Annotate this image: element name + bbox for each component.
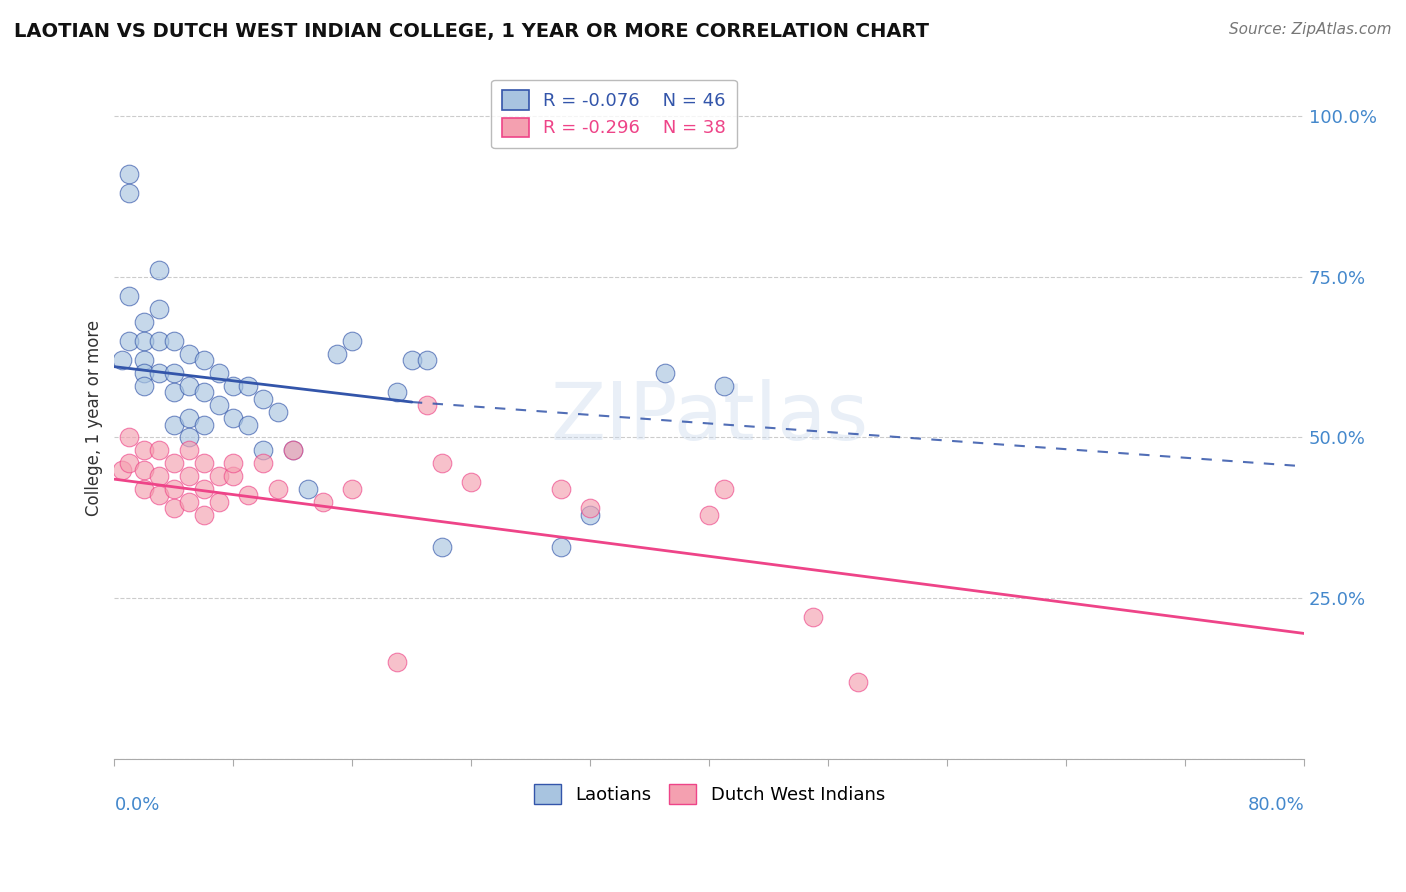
- Point: [177, 494, 200, 508]
- Point: [118, 334, 141, 348]
- Point: [148, 469, 170, 483]
- Point: [193, 417, 215, 432]
- Point: [385, 656, 408, 670]
- Text: 0.0%: 0.0%: [114, 797, 160, 814]
- Point: [297, 482, 319, 496]
- Point: [163, 456, 186, 470]
- Point: [222, 411, 245, 425]
- Point: [134, 379, 156, 393]
- Point: [111, 462, 134, 476]
- Point: [148, 334, 170, 348]
- Point: [163, 385, 186, 400]
- Point: [177, 379, 200, 393]
- Point: [134, 482, 156, 496]
- Point: [252, 456, 274, 470]
- Text: ZIPatlas: ZIPatlas: [550, 379, 869, 457]
- Point: [177, 443, 200, 458]
- Point: [222, 456, 245, 470]
- Point: [267, 405, 290, 419]
- Point: [252, 443, 274, 458]
- Point: [193, 353, 215, 368]
- Point: [401, 353, 423, 368]
- Point: [148, 366, 170, 380]
- Point: [118, 430, 141, 444]
- Point: [550, 482, 572, 496]
- Point: [326, 347, 349, 361]
- Point: [118, 456, 141, 470]
- Point: [177, 469, 200, 483]
- Point: [134, 462, 156, 476]
- Point: [385, 385, 408, 400]
- Point: [654, 366, 676, 380]
- Point: [118, 186, 141, 201]
- Point: [163, 417, 186, 432]
- Point: [177, 411, 200, 425]
- Text: 80.0%: 80.0%: [1247, 797, 1305, 814]
- Point: [342, 482, 364, 496]
- Point: [311, 494, 333, 508]
- Point: [342, 334, 364, 348]
- Point: [550, 540, 572, 554]
- Point: [713, 482, 735, 496]
- Point: [238, 417, 260, 432]
- Point: [163, 501, 186, 516]
- Point: [207, 494, 229, 508]
- Point: [460, 475, 482, 490]
- Point: [134, 315, 156, 329]
- Point: [713, 379, 735, 393]
- Point: [801, 610, 824, 624]
- Point: [238, 488, 260, 502]
- Point: [207, 398, 229, 412]
- Point: [281, 443, 304, 458]
- Point: [177, 430, 200, 444]
- Point: [430, 456, 453, 470]
- Point: [846, 674, 869, 689]
- Point: [222, 379, 245, 393]
- Point: [134, 353, 156, 368]
- Point: [193, 508, 215, 522]
- Point: [134, 334, 156, 348]
- Point: [222, 469, 245, 483]
- Point: [697, 508, 720, 522]
- Point: [148, 263, 170, 277]
- Point: [207, 366, 229, 380]
- Point: [252, 392, 274, 406]
- Y-axis label: College, 1 year or more: College, 1 year or more: [86, 320, 103, 516]
- Point: [415, 398, 437, 412]
- Point: [193, 385, 215, 400]
- Point: [193, 482, 215, 496]
- Point: [267, 482, 290, 496]
- Point: [148, 301, 170, 316]
- Point: [118, 167, 141, 181]
- Point: [415, 353, 437, 368]
- Point: [579, 508, 602, 522]
- Point: [163, 482, 186, 496]
- Point: [177, 347, 200, 361]
- Point: [579, 501, 602, 516]
- Point: [118, 289, 141, 303]
- Point: [430, 540, 453, 554]
- Point: [163, 334, 186, 348]
- Point: [193, 456, 215, 470]
- Legend: Laotians, Dutch West Indians: Laotians, Dutch West Indians: [526, 777, 893, 811]
- Point: [134, 366, 156, 380]
- Point: [148, 488, 170, 502]
- Point: [207, 469, 229, 483]
- Point: [163, 366, 186, 380]
- Text: LAOTIAN VS DUTCH WEST INDIAN COLLEGE, 1 YEAR OR MORE CORRELATION CHART: LAOTIAN VS DUTCH WEST INDIAN COLLEGE, 1 …: [14, 22, 929, 41]
- Point: [238, 379, 260, 393]
- Point: [148, 443, 170, 458]
- Text: Source: ZipAtlas.com: Source: ZipAtlas.com: [1229, 22, 1392, 37]
- Point: [111, 353, 134, 368]
- Point: [134, 443, 156, 458]
- Point: [281, 443, 304, 458]
